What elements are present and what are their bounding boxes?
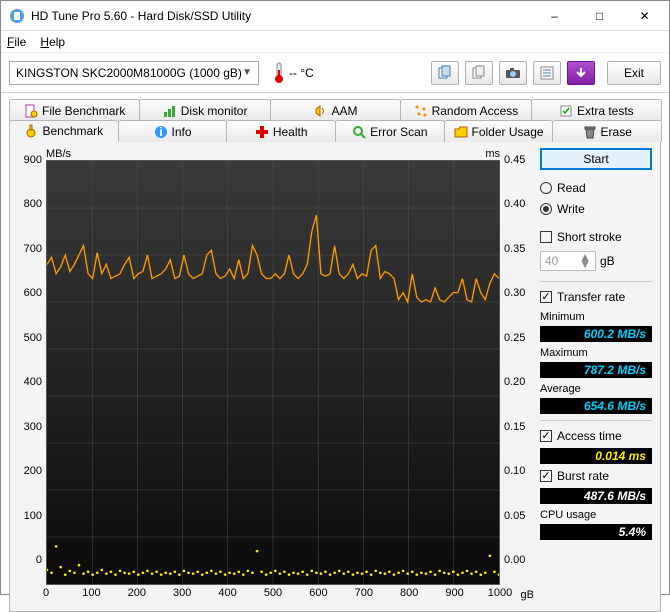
transfer-rate-check[interactable]: Transfer rate xyxy=(540,288,652,306)
close-button[interactable]: ✕ xyxy=(622,1,667,30)
chevron-down-icon: ▼ xyxy=(242,67,252,78)
burst-rate-check[interactable]: Burst rate xyxy=(540,467,652,485)
tab-health[interactable]: Health xyxy=(226,120,336,142)
drive-select[interactable]: KINGSTON SKC2000M81000G (1000 gB) ▼ xyxy=(9,61,259,85)
settings-button[interactable] xyxy=(533,61,561,85)
x-labels: 01002003004005006007008009001000 xyxy=(46,587,500,603)
tab-container: File BenchmarkDisk monitorAAMRandom Acce… xyxy=(1,93,669,142)
maximize-button[interactable]: □ xyxy=(577,1,622,30)
start-button[interactable]: Start xyxy=(540,148,652,170)
short-stroke-check[interactable]: Short stroke xyxy=(540,228,652,246)
window-title: HD Tune Pro 5.60 - Hard Disk/SSD Utility xyxy=(31,9,532,23)
temperature: -- °C xyxy=(273,62,314,84)
y-left-labels: 0100200300400500600700800900 xyxy=(18,148,44,585)
burst-value: 487.6 MB/s xyxy=(540,488,652,504)
exit-button[interactable]: Exit xyxy=(607,61,661,85)
app-icon xyxy=(9,8,25,24)
copy-info-button[interactable] xyxy=(431,61,459,85)
screenshot-button[interactable] xyxy=(499,61,527,85)
tab-erase[interactable]: Erase xyxy=(552,120,662,142)
thermometer-icon xyxy=(273,62,285,84)
drive-select-text: KINGSTON SKC2000M81000G (1000 gB) xyxy=(16,66,242,80)
avg-value: 654.6 MB/s xyxy=(540,398,652,414)
y-left-unit: MB/s xyxy=(46,148,71,160)
avg-label: Average xyxy=(540,383,652,395)
tab-error-scan[interactable]: Error Scan xyxy=(335,120,445,142)
cpu-value: 5.4% xyxy=(540,524,652,540)
read-radio[interactable]: Read xyxy=(540,179,652,197)
save-button[interactable] xyxy=(567,61,595,85)
y-right-labels: 0.000.050.100.150.200.250.300.350.400.45 xyxy=(502,148,532,585)
access-time-check[interactable]: Access time xyxy=(540,427,652,445)
menubar: File Help xyxy=(1,31,669,53)
max-value: 787.2 MB/s xyxy=(540,362,652,378)
menu-file[interactable]: File xyxy=(7,35,26,49)
tab-file-benchmark[interactable]: File Benchmark xyxy=(9,99,140,121)
y-right-unit: ms xyxy=(485,148,500,160)
cpu-label: CPU usage xyxy=(540,509,652,521)
write-radio[interactable]: Write xyxy=(540,200,652,218)
x-unit: gB xyxy=(521,589,534,601)
tab-folder-usage[interactable]: Folder Usage xyxy=(444,120,554,142)
tab-aam[interactable]: AAM xyxy=(270,99,401,121)
stroke-input[interactable]: 40▲▼ xyxy=(540,251,596,271)
tab-disk-monitor[interactable]: Disk monitor xyxy=(139,99,270,121)
menu-help[interactable]: Help xyxy=(40,35,65,49)
content-area: MB/s ms 0100200300400500600700800900 0.0… xyxy=(9,142,661,612)
tab-benchmark[interactable]: Benchmark xyxy=(9,120,119,142)
minimize-button[interactable]: – xyxy=(532,1,577,30)
chart-area: MB/s ms 0100200300400500600700800900 0.0… xyxy=(18,148,532,603)
tab-random-access[interactable]: Random Access xyxy=(400,99,531,121)
svg-text:i: i xyxy=(159,125,162,139)
toolbar: KINGSTON SKC2000M81000G (1000 gB) ▼ -- °… xyxy=(1,53,669,93)
chart-canvas xyxy=(46,160,500,585)
titlebar: HD Tune Pro 5.60 - Hard Disk/SSD Utility… xyxy=(1,1,669,31)
tab-extra-tests[interactable]: Extra tests xyxy=(531,99,662,121)
temp-value: -- °C xyxy=(289,66,314,80)
copy-screenshot-button[interactable] xyxy=(465,61,493,85)
max-label: Maximum xyxy=(540,347,652,359)
min-label: Minimum xyxy=(540,311,652,323)
side-panel: Start Read Write Short stroke 40▲▼ gB Tr… xyxy=(532,148,652,603)
tab-info[interactable]: iInfo xyxy=(118,120,228,142)
access-value: 0.014 ms xyxy=(540,448,652,464)
min-value: 600.2 MB/s xyxy=(540,326,652,342)
